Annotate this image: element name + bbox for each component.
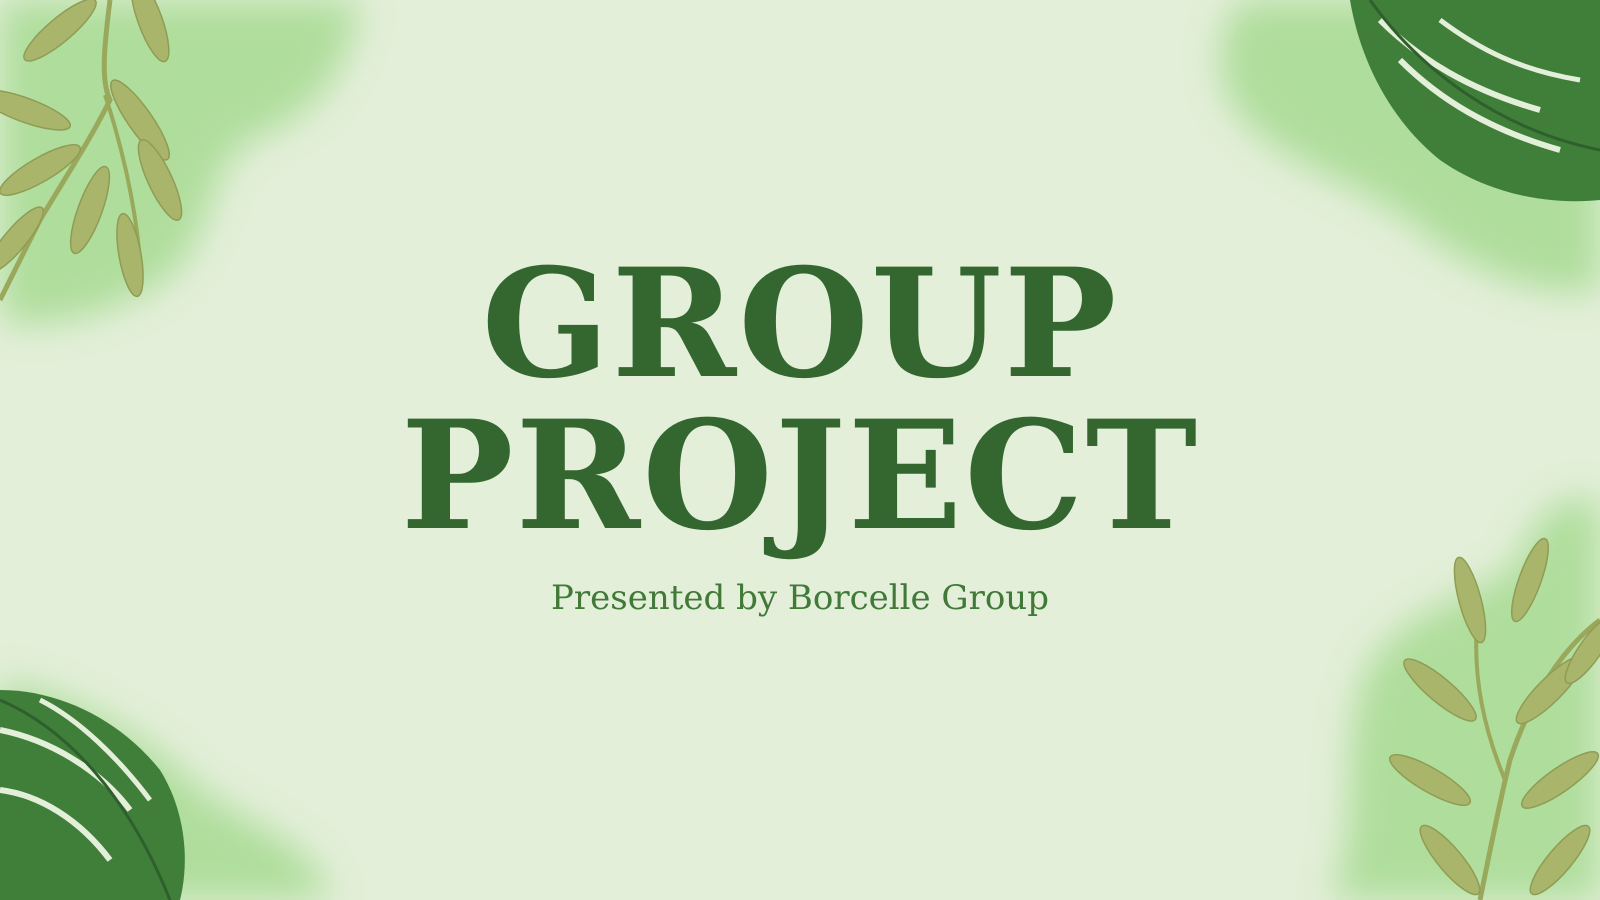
title-block: GROUP PROJECT Presented by Borcelle Grou… — [0, 248, 1600, 618]
willow-branch-icon — [1388, 537, 1600, 900]
willow-branch-icon — [0, 0, 183, 302]
subtitle: Presented by Borcelle Group — [551, 578, 1049, 618]
watercolor-splash-top-left — [0, 0, 360, 324]
page-title-line-2: PROJECT — [400, 388, 1200, 564]
page-title-line-1: GROUP — [481, 236, 1119, 412]
monstera-leaf-icon — [0, 690, 185, 900]
monstera-leaf-icon — [1350, 0, 1600, 202]
